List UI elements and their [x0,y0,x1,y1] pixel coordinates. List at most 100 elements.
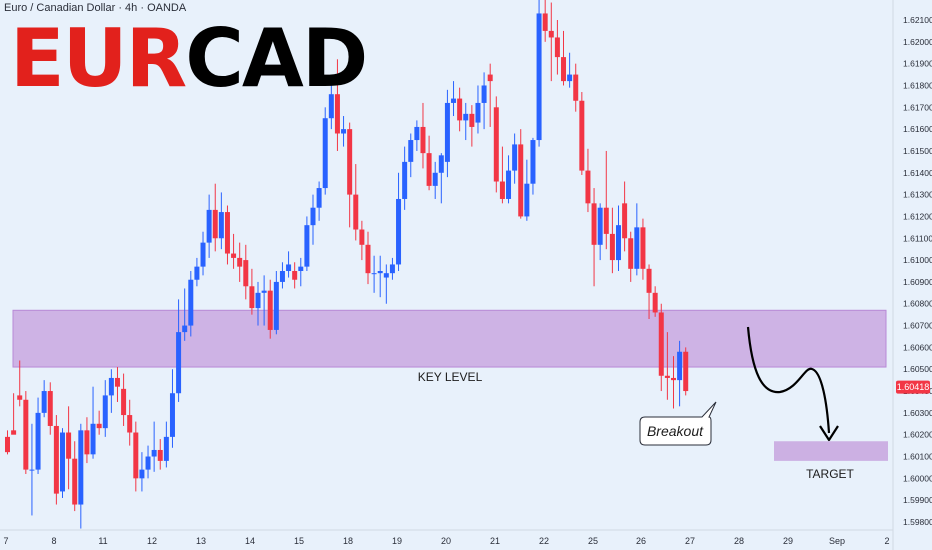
candle-body [402,161,408,199]
symbol-header: Euro / Canadian Dollar · 4h · OANDA [4,2,187,14]
candle-body [139,469,145,479]
candle-body [41,391,47,413]
candle-body [420,126,426,154]
candle-body [151,449,157,457]
candle-body [628,238,634,269]
candle-body [499,181,505,199]
candle-body [59,432,65,492]
projection-arrow-path [746,326,831,434]
candle-body [548,30,554,38]
y-tick-label: 1.62100 [903,15,932,25]
candle-body [23,399,29,470]
candle-body [536,13,542,141]
candle-body [408,140,414,162]
candle-body [475,102,481,123]
x-tick-label: 25 [588,536,598,546]
candle-body [670,377,676,381]
y-tick-label: 1.60000 [903,473,932,483]
candle-body [182,325,188,333]
x-tick-label: 19 [392,536,402,546]
candle-body [426,153,432,186]
candle-body [487,74,493,82]
candle-body [316,188,322,208]
candle-body [267,290,273,330]
y-tick-label: 1.59900 [903,495,932,505]
candle-body [145,456,151,470]
y-tick-label: 1.59800 [903,517,932,527]
x-tick-label: Sep [829,536,845,546]
y-tick-label: 1.60800 [903,299,932,309]
candle-body [5,436,10,453]
candle-body [383,273,389,278]
projection-arrow-head [819,425,839,442]
breakout-callout [639,401,717,446]
candle-body [347,129,353,195]
y-tick-label: 1.61000 [903,255,932,265]
candle-body [188,279,194,326]
candle-body [377,271,383,274]
y-tick-label: 1.60600 [903,342,932,352]
candle-body [194,266,200,280]
candle-body [114,377,120,387]
candle-body [243,260,249,287]
x-tick-label: 11 [98,536,107,546]
candle-body [371,273,377,275]
candle-body [609,233,615,261]
candle-body [279,271,285,282]
candle-body [224,212,230,254]
candle-body [603,207,609,234]
ticker-logo: EURCAD [10,16,368,102]
candle-body [11,430,17,435]
candle-body [163,436,169,461]
candle-body [218,212,224,239]
candle-body [102,395,108,429]
logo-base-currency: EUR [10,12,187,105]
x-tick-label: 14 [245,536,255,546]
x-tick-label: 12 [147,536,157,546]
candle-body [585,170,591,204]
y-tick-label: 1.61200 [903,211,932,221]
y-tick-label: 1.61700 [903,102,932,112]
candle-body [66,432,72,459]
candle-body [286,264,292,271]
candle-body [261,290,267,293]
candle-body [133,432,139,479]
candle-body [616,225,621,261]
candle-body [542,13,548,31]
candle-body [17,395,23,400]
x-tick-label: 27 [685,536,695,546]
candle-body [169,393,175,437]
candle-body [463,113,469,121]
candle-body [298,266,304,271]
candle-body [176,332,182,394]
y-tick-label: 1.61800 [903,80,932,90]
y-tick-label: 1.61100 [903,233,932,243]
candle-body [322,118,328,189]
candle-body [53,425,59,494]
candle-body [573,74,579,101]
candle-body [634,227,640,269]
candle-body [127,415,133,433]
candle-body [567,74,573,82]
candle-body [255,292,261,309]
candle-body [579,100,585,171]
candle-body [554,37,560,58]
x-tick-label: 18 [343,536,353,546]
candle-body [96,423,102,429]
candle-body [90,423,96,455]
candle-body [530,140,536,184]
candle-body [677,351,683,381]
candle-body [72,458,78,505]
candle-body [591,203,597,245]
candle-body [622,203,628,239]
candle-body [292,271,298,280]
x-tick-label: 29 [783,536,793,546]
candle-body [365,244,371,274]
x-tick-label: 7 [3,536,8,546]
candle-body [212,209,218,239]
x-tick-label: 28 [734,536,744,546]
candle-body [524,183,530,217]
candle-body [512,144,518,171]
candle-body [597,207,603,245]
y-tick-label: 1.60300 [903,408,932,418]
